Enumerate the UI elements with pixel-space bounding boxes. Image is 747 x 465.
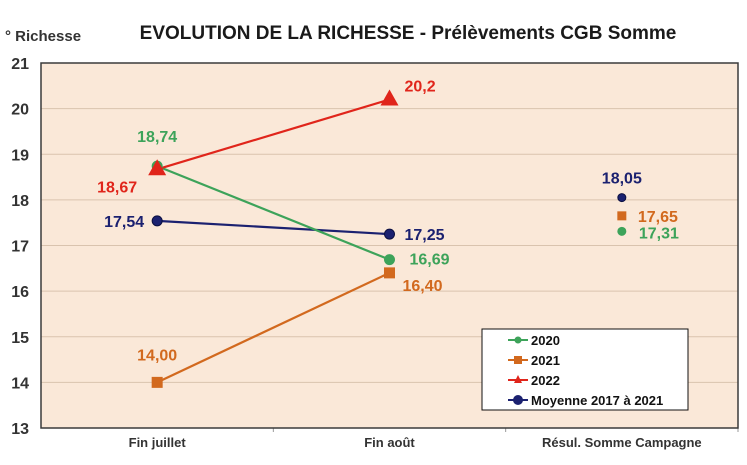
chart-title: EVOLUTION DE LA RICHESSE - Prélèvements … [140, 23, 677, 44]
data-point-marker [384, 254, 395, 266]
data-point-marker [617, 211, 627, 221]
data-label: 20,2 [405, 79, 436, 96]
data-label: 17,54 [104, 214, 144, 231]
legend-marker [514, 356, 522, 364]
legend-marker [513, 395, 523, 405]
series-lines [156, 98, 390, 384]
series-line-Moyenne-2017-à-2021 [157, 219, 390, 236]
series-line-2021 [156, 271, 390, 384]
data-point-marker [151, 215, 163, 227]
y-tick-label: 20 [11, 102, 29, 119]
data-point-marker [617, 226, 627, 236]
data-label: 14,00 [137, 347, 177, 364]
data-label: 17,31 [639, 225, 679, 242]
data-point-marker [617, 193, 627, 203]
series-line-2022 [156, 98, 390, 171]
series-markers [148, 89, 627, 388]
data-label: 17,25 [405, 227, 445, 244]
legend-label: 2022 [531, 373, 560, 388]
data-point-marker [384, 228, 395, 240]
data-labels: 14,00 16,40 17,65 17,54 17,25 18,05 18,74 16,69… [97, 79, 679, 365]
y-axis-ticks: 13 14 15 16 17 18 19 20 21 [11, 56, 29, 438]
data-label: 16,69 [410, 252, 450, 269]
y-tick-label: 19 [11, 147, 29, 164]
data-label: 17,65 [638, 209, 678, 226]
y-tick-label: 21 [11, 56, 29, 73]
data-label: 18,05 [602, 171, 642, 188]
plot-border [40, 62, 739, 429]
data-label: 16,40 [403, 278, 443, 295]
legend-label: 2020 [531, 333, 560, 348]
y-tick-label: 15 [11, 330, 29, 347]
legend-label: Moyenne 2017 à 2021 [531, 393, 663, 408]
y-tick-label: 16 [11, 284, 29, 301]
data-point-marker [380, 89, 399, 106]
data-point-marker [148, 159, 167, 176]
x-axis-categories: Fin juillet Fin août Résul. Somme Campagne [129, 428, 739, 450]
x-category-label: Fin juillet [129, 435, 187, 450]
data-label: 18,74 [137, 129, 177, 146]
series-line-2020 [156, 165, 390, 261]
data-label: 18,67 [97, 179, 137, 196]
legend: 2020 2021 2022 Moyenne 2017 à 2021 [481, 328, 689, 411]
data-point-marker [151, 376, 163, 388]
y-tick-label: 14 [11, 375, 29, 392]
legend-label: 2021 [531, 353, 560, 368]
legend-marker [514, 375, 522, 383]
y-tick-label: 18 [11, 193, 29, 210]
y-axis-label: ° Richesse [5, 28, 81, 45]
x-category-label: Fin août [364, 435, 415, 450]
y-tick-label: 13 [11, 421, 29, 438]
data-point-marker [384, 267, 395, 279]
legend-marker [514, 336, 522, 344]
x-category-label: Résul. Somme Campagne [542, 435, 702, 450]
y-tick-label: 17 [11, 239, 29, 256]
